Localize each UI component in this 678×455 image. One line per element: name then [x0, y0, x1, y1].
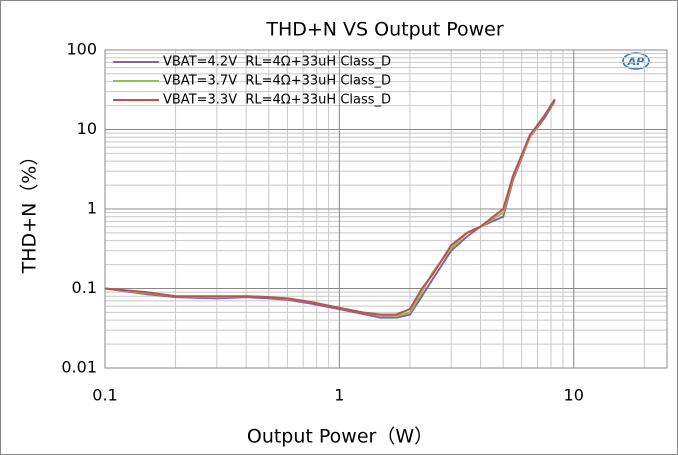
logo-ring	[622, 52, 650, 70]
chart-title: THD+N VS Output Power	[265, 19, 503, 41]
x-tick-label: 1	[334, 386, 344, 405]
legend-label: VBAT=3.7V RL=4Ω+33uH Class_D	[163, 74, 391, 89]
y-tick-label: 10	[77, 119, 97, 138]
plot-area	[104, 49, 668, 369]
x-tick-label: 0.1	[92, 386, 117, 405]
x-tick-label: 10	[564, 386, 584, 405]
legend-label: VBAT=4.2V RL=4Ω+33uH Class_D	[163, 55, 391, 70]
x-axis-label: Output Power（W）	[247, 426, 433, 448]
logo-text: AP	[627, 55, 645, 68]
y-axis-label: THD+N（%）	[19, 147, 41, 275]
legend-label: VBAT=3.3V RL=4Ω+33uH Class_D	[163, 93, 391, 108]
series-line	[104, 98, 556, 316]
y-tick-label: 0.01	[61, 358, 97, 377]
y-tick-label: 100	[66, 40, 97, 59]
y-tick-label: 1	[87, 199, 97, 218]
y-tick-label: 0.1	[72, 278, 97, 297]
logo: AP	[622, 52, 650, 70]
